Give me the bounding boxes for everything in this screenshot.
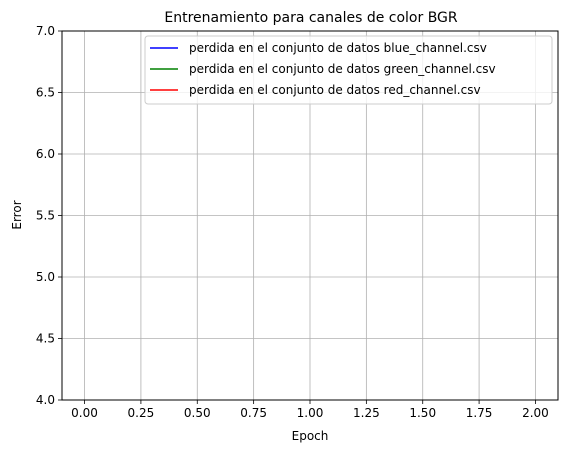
y-tick-label: 6.0 [36, 147, 55, 161]
legend-label-2: perdida en el conjunto de datos red_chan… [189, 83, 481, 97]
x-tick-label: 1.75 [466, 406, 493, 420]
x-axis-label: Epoch [292, 429, 329, 443]
y-axis-label: Error [10, 200, 24, 229]
legend-label-1: perdida en el conjunto de datos green_ch… [189, 62, 496, 76]
y-axis: 4.0 4.5 5.0 5.5 6.0 6.5 7.0 [36, 24, 62, 407]
y-tick-label: 4.0 [36, 393, 55, 407]
legend-label-0: perdida en el conjunto de datos blue_cha… [189, 41, 487, 55]
y-tick-label: 7.0 [36, 24, 55, 38]
x-tick-label: 1.50 [409, 406, 436, 420]
x-tick-label: 1.25 [353, 406, 380, 420]
x-tick-label: 2.00 [522, 406, 549, 420]
x-axis: 0.00 0.25 0.50 0.75 1.00 1.25 1.50 1.75 2.00 [71, 400, 549, 420]
legend: perdida en el conjunto de datos blue_cha… [144, 35, 553, 105]
x-tick-label: 0.00 [71, 406, 98, 420]
x-tick-label: 0.25 [128, 406, 155, 420]
x-tick-label: 0.75 [240, 406, 267, 420]
y-tick-label: 5.0 [36, 270, 55, 284]
x-tick-label: 0.50 [184, 406, 211, 420]
y-tick-label: 6.5 [36, 86, 55, 100]
x-tick-label: 1.00 [297, 406, 324, 420]
y-tick-label: 4.5 [36, 332, 55, 346]
legend-box [144, 35, 553, 105]
y-tick-label: 5.5 [36, 209, 55, 223]
chart-title: Entrenamiento para canales de color BGR [164, 10, 458, 26]
